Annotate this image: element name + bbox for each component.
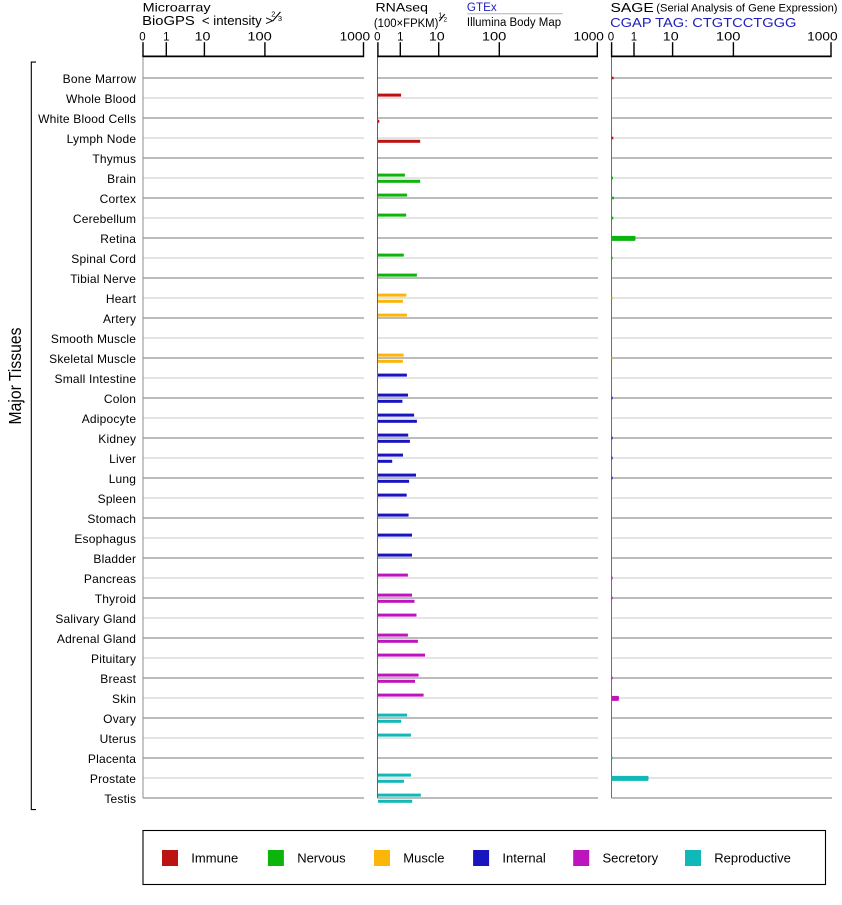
- svg-text:Retina: Retina: [100, 232, 136, 246]
- svg-text:Secretory: Secretory: [603, 851, 659, 866]
- svg-text:0: 0: [139, 32, 145, 44]
- svg-text:Spinal Cord: Spinal Cord: [71, 252, 136, 266]
- svg-text:(Serial Analysis of Gene Expre: (Serial Analysis of Gene Expression): [656, 3, 837, 15]
- svg-text:Immune: Immune: [191, 851, 238, 866]
- svg-text:1: 1: [163, 32, 169, 44]
- svg-text:0: 0: [608, 32, 614, 44]
- svg-text:Artery: Artery: [103, 312, 136, 326]
- svg-text:Internal: Internal: [502, 851, 545, 866]
- svg-text:2: 2: [444, 17, 448, 24]
- svg-text:GTEx: GTEx: [467, 2, 497, 14]
- svg-text:Lymph Node: Lymph Node: [67, 132, 137, 146]
- svg-text:Esophagus: Esophagus: [74, 532, 136, 546]
- svg-text:Liver: Liver: [109, 452, 136, 466]
- svg-text:10: 10: [663, 32, 679, 44]
- svg-text:100: 100: [482, 32, 507, 44]
- svg-text:Salivary Gland: Salivary Gland: [55, 612, 136, 626]
- svg-text:100: 100: [716, 32, 741, 44]
- svg-text:Lung: Lung: [109, 472, 137, 486]
- svg-text:3: 3: [278, 14, 282, 23]
- svg-text:White Blood Cells: White Blood Cells: [38, 112, 136, 126]
- svg-text:Prostate: Prostate: [90, 772, 136, 786]
- svg-text:10: 10: [195, 32, 211, 44]
- svg-text:SAGE: SAGE: [611, 0, 655, 15]
- svg-text:Whole Blood: Whole Blood: [66, 92, 136, 106]
- svg-text:Testis: Testis: [104, 792, 136, 806]
- svg-text:1000: 1000: [574, 32, 604, 44]
- svg-text:Ovary: Ovary: [103, 712, 136, 726]
- svg-text:10: 10: [429, 32, 445, 44]
- svg-text:Tibial Nerve: Tibial Nerve: [70, 272, 136, 286]
- svg-text:1000: 1000: [807, 32, 837, 44]
- svg-text:1000: 1000: [340, 32, 370, 44]
- svg-text:Thymus: Thymus: [92, 152, 136, 166]
- svg-text:Brain: Brain: [107, 172, 136, 186]
- svg-text:100: 100: [247, 32, 272, 44]
- svg-text:BioGPS: BioGPS: [142, 14, 195, 28]
- svg-text:2: 2: [271, 10, 275, 19]
- svg-text:Kidney: Kidney: [98, 432, 136, 446]
- svg-text:Uterus: Uterus: [100, 732, 137, 746]
- svg-text:Microarray: Microarray: [143, 1, 211, 15]
- svg-text:Skin: Skin: [112, 692, 136, 706]
- svg-text:Nervous: Nervous: [297, 851, 346, 866]
- svg-text:CGAP TAG: CTGTCCTGGG: CGAP TAG: CTGTCCTGGG: [610, 15, 796, 30]
- svg-text:Thyroid: Thyroid: [95, 592, 136, 606]
- svg-text:1: 1: [438, 13, 442, 20]
- svg-text:Breast: Breast: [100, 672, 136, 686]
- svg-text:Colon: Colon: [104, 392, 136, 406]
- svg-text:Cerebellum: Cerebellum: [73, 212, 136, 226]
- svg-text:Reproductive: Reproductive: [714, 851, 791, 866]
- svg-text:Adipocyte: Adipocyte: [82, 412, 137, 426]
- svg-text:1: 1: [631, 32, 637, 44]
- svg-text:Bone Marrow: Bone Marrow: [63, 72, 137, 86]
- svg-text:Stomach: Stomach: [87, 512, 136, 526]
- svg-text:Illumina Body Map: Illumina Body Map: [467, 17, 561, 29]
- svg-text:Muscle: Muscle: [403, 851, 444, 866]
- svg-text:Cortex: Cortex: [100, 192, 137, 206]
- svg-text:1: 1: [397, 32, 403, 44]
- svg-text:Smooth Muscle: Smooth Muscle: [51, 332, 136, 346]
- svg-text:Pituitary: Pituitary: [91, 652, 136, 666]
- svg-text:Pancreas: Pancreas: [84, 572, 136, 586]
- svg-text:Bladder: Bladder: [93, 552, 136, 566]
- svg-text:RNAseq: RNAseq: [376, 1, 428, 15]
- svg-text:(100×FPKM): (100×FPKM): [374, 18, 439, 30]
- svg-text:Small Intestine: Small Intestine: [54, 372, 136, 386]
- svg-text:Skeletal Muscle: Skeletal Muscle: [49, 352, 136, 366]
- svg-text:Spleen: Spleen: [98, 492, 137, 506]
- svg-text:Placenta: Placenta: [88, 752, 136, 766]
- svg-text:Heart: Heart: [106, 292, 137, 306]
- svg-text:< intensity >: < intensity >: [202, 13, 273, 28]
- svg-text:Major Tissues: Major Tissues: [5, 327, 25, 424]
- svg-text:Adrenal Gland: Adrenal Gland: [57, 632, 136, 646]
- svg-text:0: 0: [374, 32, 380, 44]
